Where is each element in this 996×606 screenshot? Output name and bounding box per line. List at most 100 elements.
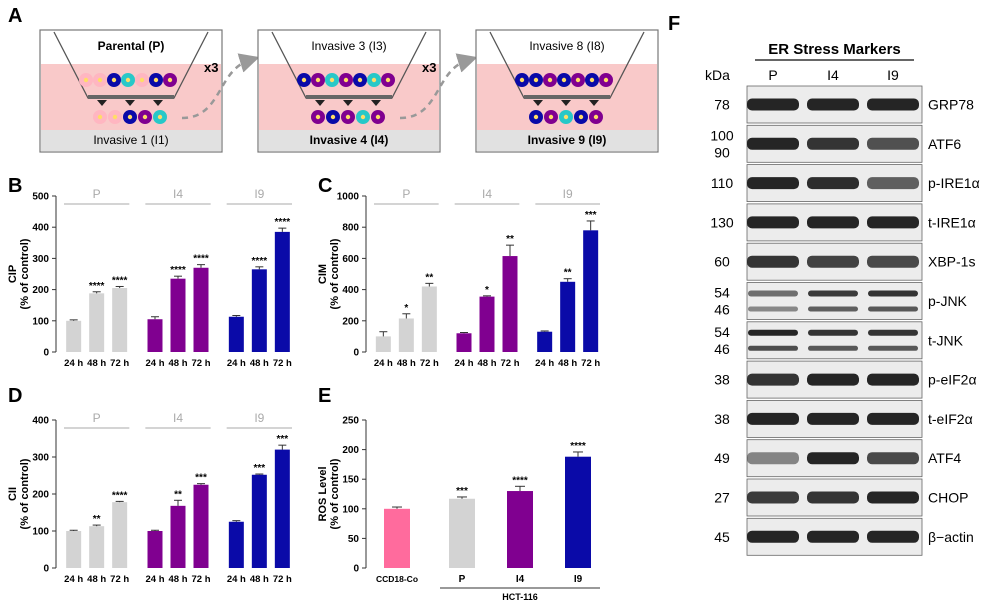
kda-value: 46	[714, 302, 730, 318]
group-header-label: P	[93, 411, 101, 425]
band	[868, 306, 918, 312]
panel-d-letter: D	[8, 385, 22, 407]
pore-arrow	[371, 100, 381, 106]
y-tick-label: 250	[342, 416, 359, 427]
lane-label: I4	[827, 67, 839, 83]
band	[868, 345, 918, 351]
group-header-label: I4	[173, 187, 183, 201]
band	[808, 290, 858, 297]
protein-label: p-JNK	[928, 293, 968, 309]
kda-value: 90	[714, 144, 730, 160]
band	[808, 306, 858, 312]
cell-nucleus	[301, 77, 307, 83]
band	[747, 412, 799, 425]
band	[747, 98, 799, 111]
pore-arrow	[97, 100, 107, 106]
significance-label: **	[93, 514, 101, 525]
cell-nucleus	[578, 114, 584, 120]
membrane	[88, 95, 174, 99]
significance-label: **	[174, 489, 182, 500]
kda-value: 46	[714, 341, 730, 357]
x-tick-label: 24 h	[454, 358, 473, 369]
group-header-label: I9	[254, 411, 264, 425]
blot-row: 130 t-IRE1α	[710, 203, 976, 242]
membrane	[306, 95, 392, 99]
x-tick-label: 24 h	[64, 574, 83, 585]
kda-value: 100	[710, 127, 734, 143]
bar	[502, 256, 518, 352]
bar	[251, 269, 267, 352]
significance-label: ****	[193, 254, 209, 265]
protein-label: CHOP	[928, 490, 968, 506]
kda-value: 27	[714, 490, 730, 506]
repeat-arrow	[181, 53, 260, 120]
significance-label: ****	[252, 256, 268, 267]
x-tick-label: 24 h	[227, 574, 246, 585]
kda-value: 78	[714, 97, 730, 113]
x-tick-label: 48 h	[168, 358, 187, 369]
band	[807, 216, 859, 229]
repeat-arrow	[399, 53, 478, 120]
cell-nucleus	[127, 114, 133, 120]
band	[807, 491, 859, 504]
repeat-label: x3	[204, 60, 218, 75]
significance-label: ****	[89, 281, 105, 292]
protein-label: t-JNK	[928, 332, 964, 348]
group-header-label: I9	[563, 187, 573, 201]
cell-nucleus	[142, 114, 148, 120]
box-bottom-label: Invasive 1 (I1)	[93, 133, 168, 147]
blot-row: 49 ATF4	[714, 439, 961, 478]
cell-nucleus	[533, 77, 539, 83]
transwell-box-2: Invasive 3 (I3) Invasive 4 (I4)	[257, 29, 441, 153]
bar	[89, 293, 105, 352]
kda-value: 54	[714, 285, 730, 301]
group-header-label: P	[93, 187, 101, 201]
pore-arrow	[125, 100, 135, 106]
y-tick-label: 0	[353, 564, 359, 575]
band	[867, 216, 919, 229]
box-top-label: Invasive 3 (I3)	[311, 39, 386, 53]
band	[867, 452, 919, 465]
bar	[170, 278, 186, 352]
significance-label: ***	[456, 486, 468, 497]
cell-nucleus	[167, 77, 173, 83]
x-tick-label: CCD18-Co	[376, 574, 418, 584]
kda-value: 54	[714, 324, 730, 340]
y-tick-label: 200	[32, 490, 49, 501]
band	[747, 373, 799, 386]
cell-nucleus	[315, 114, 321, 120]
band	[807, 137, 859, 150]
cell-nucleus	[345, 114, 351, 120]
significance-label: ****	[112, 275, 128, 286]
blot-row: 78 GRP78	[714, 85, 974, 124]
cell-nucleus	[139, 77, 145, 83]
pore-arrow	[533, 100, 543, 106]
y-tick-label: 500	[32, 192, 49, 203]
kda-value: 45	[714, 529, 730, 545]
kda-value: 49	[714, 450, 730, 466]
x-tick-label: 48 h	[250, 358, 269, 369]
cell-nucleus	[330, 114, 336, 120]
x-tick-label: 72 h	[191, 358, 210, 369]
y-tick-label: 100	[32, 316, 49, 327]
cell-nucleus	[533, 114, 539, 120]
medium-grey	[41, 130, 221, 151]
chart-c-cim: 0 200 400 600 800 1000 CIM (% of control) P 24 h *…	[317, 187, 600, 369]
band	[748, 329, 798, 336]
band	[747, 255, 799, 268]
y-tick-label: 300	[32, 453, 49, 464]
y-tick-label: 0	[43, 564, 49, 575]
transwell-box-3: Invasive 8 (I8) Invasive 9 (I9)	[475, 29, 659, 153]
y-axis-label-unit: (% of control)	[329, 458, 341, 529]
x-tick-label: 72 h	[500, 358, 519, 369]
band	[748, 345, 798, 351]
band	[867, 255, 919, 268]
cell-nucleus	[519, 77, 525, 83]
cell-nucleus	[153, 77, 159, 83]
bar	[560, 281, 576, 352]
